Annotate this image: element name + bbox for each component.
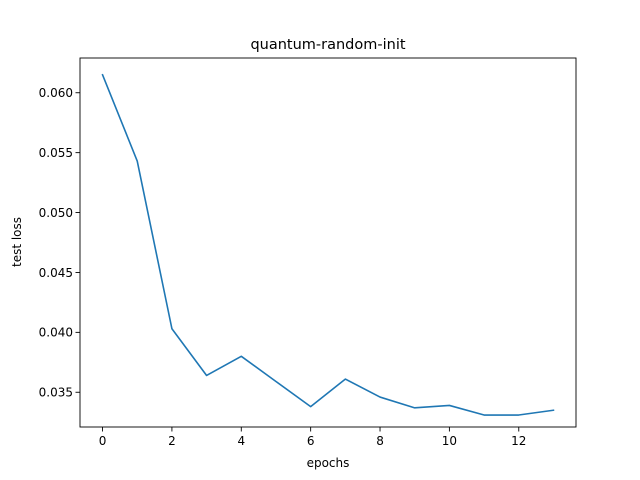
x-tick-label: 6: [307, 434, 315, 448]
chart-title: quantum-random-init: [250, 37, 405, 53]
x-tick-label: 10: [442, 434, 457, 448]
x-axis-label: epochs: [307, 456, 350, 470]
y-tick-label: 0.060: [39, 86, 73, 100]
axes-frame: [79, 57, 577, 428]
y-tick-label: 0.050: [39, 206, 73, 220]
plot-area: 0 2 4 6 8 10 12 0.035 0.040 0.045 0.050 0.055 0.060: [39, 57, 577, 448]
x-tick-label: 12: [511, 434, 526, 448]
series-line-0: [101, 73, 555, 416]
x-tick-label: 2: [168, 434, 176, 448]
y-tick-label: 0.040: [39, 326, 73, 340]
y-tick-label: 0.055: [39, 146, 73, 160]
y-tick-label: 0.045: [39, 266, 73, 280]
x-tick-label: 0: [99, 434, 107, 448]
y-axis-label: test loss: [10, 217, 24, 267]
x-tick-label: 8: [376, 434, 384, 448]
x-tick-label: 4: [237, 434, 245, 448]
y-tick-label: 0.035: [39, 386, 73, 400]
